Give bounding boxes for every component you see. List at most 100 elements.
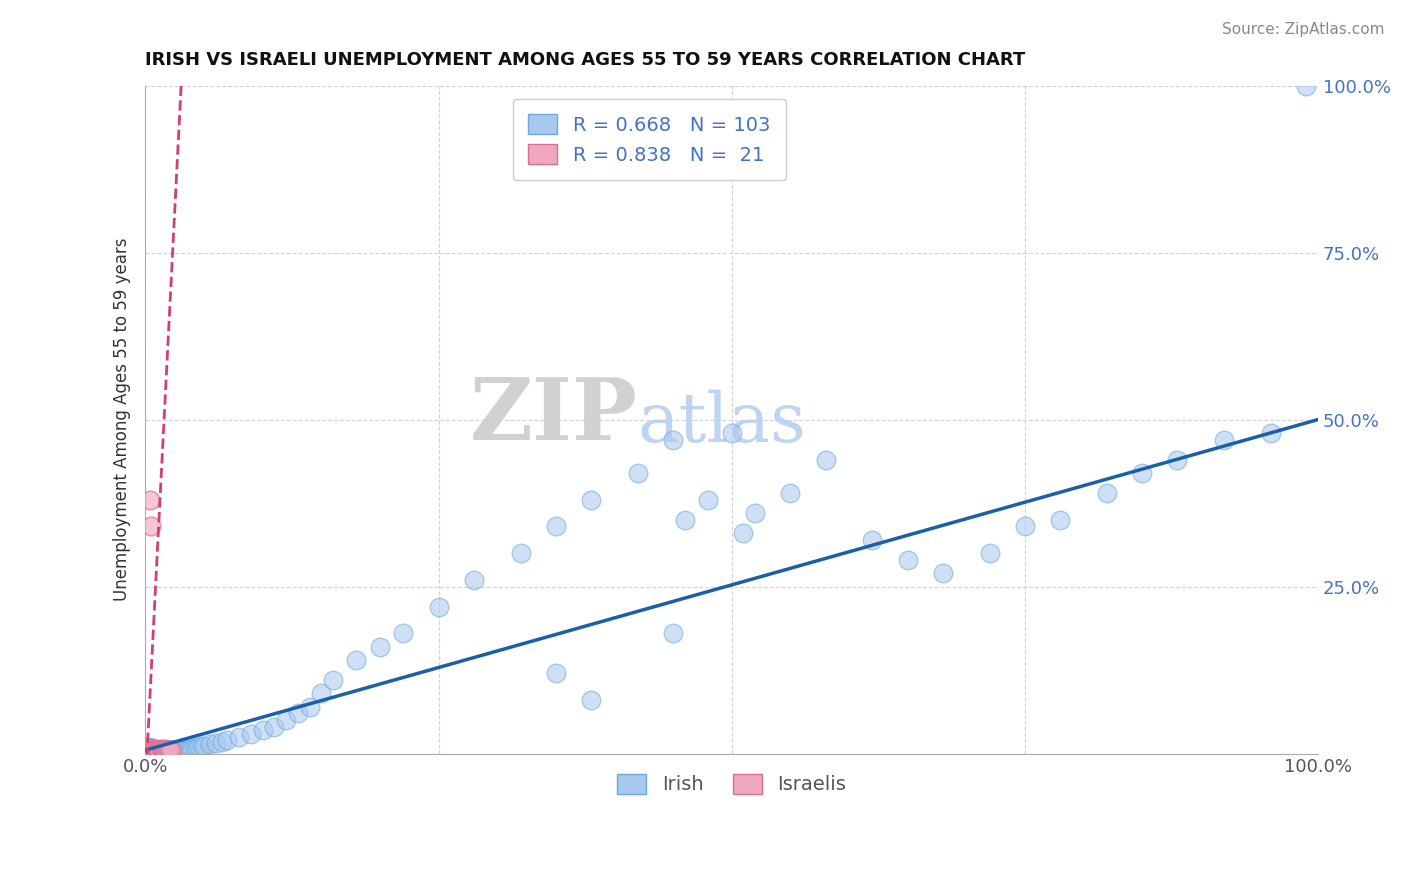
Point: [176, 742, 198, 756]
Point: [1130, 466, 1153, 480]
Point: [274, 713, 297, 727]
Point: [150, 743, 173, 757]
Point: [287, 706, 309, 721]
Point: [139, 740, 162, 755]
Point: [162, 744, 184, 758]
Point: [141, 743, 163, 757]
Point: [157, 743, 180, 757]
Point: [217, 733, 239, 747]
Point: [163, 744, 186, 758]
Point: [146, 745, 169, 759]
Point: [145, 745, 167, 759]
Point: [579, 492, 602, 507]
Point: [146, 742, 169, 756]
Legend: Irish, Israelis: Irish, Israelis: [607, 764, 856, 804]
Point: [179, 742, 201, 756]
Point: [183, 741, 205, 756]
Point: [138, 741, 160, 756]
Point: [135, 743, 157, 757]
Point: [141, 743, 163, 757]
Point: [159, 744, 181, 758]
Point: [145, 742, 167, 756]
Point: [142, 742, 165, 756]
Point: [544, 666, 567, 681]
Point: [143, 744, 166, 758]
Point: [145, 743, 167, 757]
Point: [172, 743, 194, 757]
Point: [155, 743, 177, 757]
Text: atlas: atlas: [638, 390, 807, 456]
Point: [148, 743, 170, 757]
Point: [135, 742, 157, 756]
Point: [139, 492, 162, 507]
Point: [239, 726, 262, 740]
Point: [322, 673, 344, 687]
Point: [368, 640, 391, 654]
Point: [157, 743, 180, 757]
Point: [673, 513, 696, 527]
Point: [141, 745, 163, 759]
Point: [138, 744, 160, 758]
Point: [309, 686, 332, 700]
Point: [509, 546, 531, 560]
Point: [252, 723, 274, 738]
Point: [148, 744, 170, 758]
Point: [1014, 519, 1036, 533]
Point: [392, 626, 415, 640]
Point: [139, 744, 162, 758]
Point: [142, 745, 165, 759]
Point: [166, 744, 188, 758]
Point: [1295, 78, 1317, 93]
Point: [733, 526, 755, 541]
Text: ZIP: ZIP: [470, 374, 638, 458]
Point: [143, 742, 166, 756]
Point: [897, 553, 920, 567]
Point: [141, 519, 163, 533]
Point: [136, 742, 159, 756]
Y-axis label: Unemployment Among Ages 55 to 59 years: Unemployment Among Ages 55 to 59 years: [114, 238, 131, 601]
Point: [932, 566, 955, 581]
Point: [1095, 486, 1118, 500]
Point: [181, 742, 204, 756]
Point: [198, 737, 221, 751]
Point: [814, 452, 837, 467]
Point: [193, 739, 215, 753]
Point: [188, 739, 211, 754]
Point: [697, 492, 720, 507]
Point: [155, 743, 177, 757]
Point: [138, 742, 160, 756]
Point: [427, 599, 450, 614]
Point: [662, 626, 685, 640]
Point: [136, 741, 159, 756]
Point: [862, 533, 884, 547]
Point: [149, 742, 172, 756]
Point: [153, 743, 176, 757]
Point: [149, 744, 172, 758]
Point: [138, 741, 160, 756]
Point: [160, 742, 183, 756]
Point: [162, 743, 184, 757]
Point: [1213, 433, 1236, 447]
Point: [167, 743, 190, 757]
Point: [344, 653, 367, 667]
Point: [298, 699, 321, 714]
Point: [544, 519, 567, 533]
Point: [146, 742, 169, 756]
Point: [160, 743, 183, 757]
Point: [1260, 425, 1282, 440]
Point: [204, 736, 226, 750]
Point: [174, 742, 197, 756]
Point: [744, 506, 766, 520]
Point: [186, 740, 208, 755]
Point: [228, 730, 250, 744]
Point: [165, 743, 187, 757]
Point: [135, 743, 157, 757]
Point: [141, 743, 163, 757]
Point: [139, 742, 162, 756]
Point: [720, 425, 742, 440]
Point: [169, 743, 191, 757]
Point: [152, 743, 174, 757]
Point: [141, 741, 163, 756]
Point: [148, 743, 170, 757]
Point: [1049, 513, 1071, 527]
